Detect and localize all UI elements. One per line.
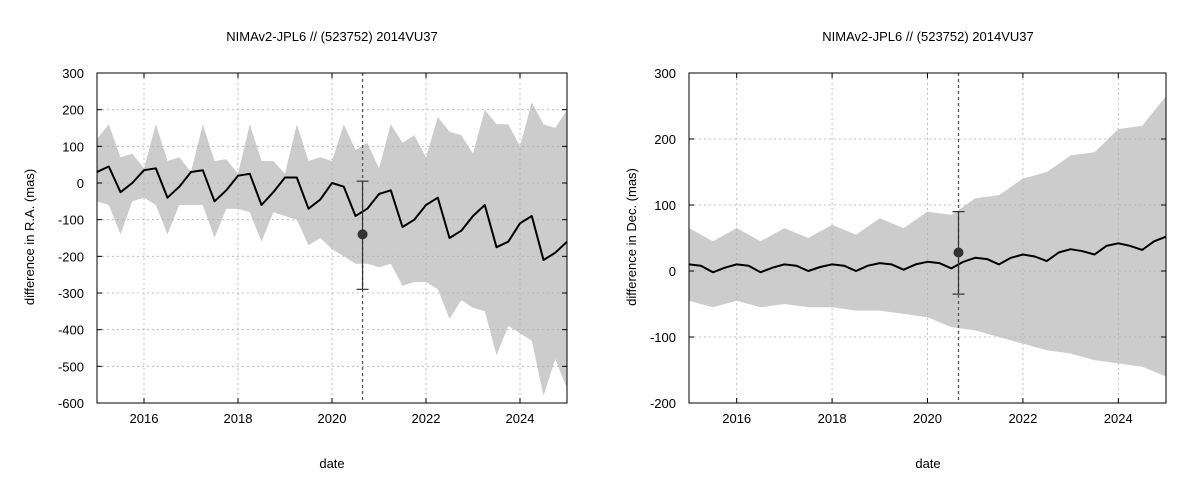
plot-clip [689, 73, 1166, 403]
x-axis-label: date [319, 456, 344, 471]
y-tick-label: -100 [650, 330, 676, 345]
uncertainty-band [689, 96, 1166, 377]
x-tick-label: 2024 [1104, 411, 1133, 426]
plot-clip [97, 73, 567, 403]
x-tick-label: 2020 [913, 411, 942, 426]
observation-point [953, 247, 964, 258]
observation-point [357, 229, 368, 240]
x-tick-label: 2024 [506, 411, 535, 426]
y-tick-label: 100 [62, 139, 84, 154]
y-tick-label: -600 [58, 396, 84, 411]
y-axis-label: difference in Dec. (mas) [624, 168, 639, 306]
plot-area: 2016 2018 2020 2022 2024 -600 -500 -400 -300 -200… [58, 66, 568, 426]
series-line [97, 165, 567, 261]
y-tick-label: 300 [654, 66, 676, 81]
y-tick-label: 0 [669, 264, 676, 279]
x-tick-label: 2016 [130, 411, 159, 426]
ra-difference-chart: NIMAv2-JPL6 // (523752) 2014VU37 date di… [22, 29, 568, 471]
y-tick-label: -300 [58, 286, 84, 301]
y-axis-label: difference in R.A. (mas) [22, 169, 37, 305]
x-tick-label: 2020 [318, 411, 347, 426]
y-tick-label: -100 [58, 213, 84, 228]
y-tick-label: 100 [654, 198, 676, 213]
y-tick-label: -500 [58, 359, 84, 374]
series-line [689, 235, 1166, 274]
plot-area: 2016 2018 2020 2022 2024 -200 -100 0 100 200 300 [650, 66, 1167, 426]
x-tick-label: 2016 [722, 411, 751, 426]
y-tick-label: -200 [58, 249, 84, 264]
x-tick-label: 2018 [818, 411, 847, 426]
x-tick-label: 2022 [412, 411, 441, 426]
x-tick-label: 2022 [1008, 411, 1037, 426]
dec-difference-chart: NIMAv2-JPL6 // (523752) 2014VU37 date di… [624, 29, 1167, 471]
y-tick-label: -200 [650, 396, 676, 411]
chart-title: NIMAv2-JPL6 // (523752) 2014VU37 [822, 29, 1034, 44]
y-tick-label: -400 [58, 323, 84, 338]
y-tick-label: 300 [62, 66, 84, 81]
x-tick-label: 2018 [224, 411, 253, 426]
chart-title: NIMAv2-JPL6 // (523752) 2014VU37 [226, 29, 438, 44]
y-tick-label: 0 [77, 176, 84, 191]
y-tick-label: 200 [654, 132, 676, 147]
x-axis-label: date [915, 456, 940, 471]
uncertainty-band [97, 102, 567, 396]
y-tick-label: 200 [62, 103, 84, 118]
